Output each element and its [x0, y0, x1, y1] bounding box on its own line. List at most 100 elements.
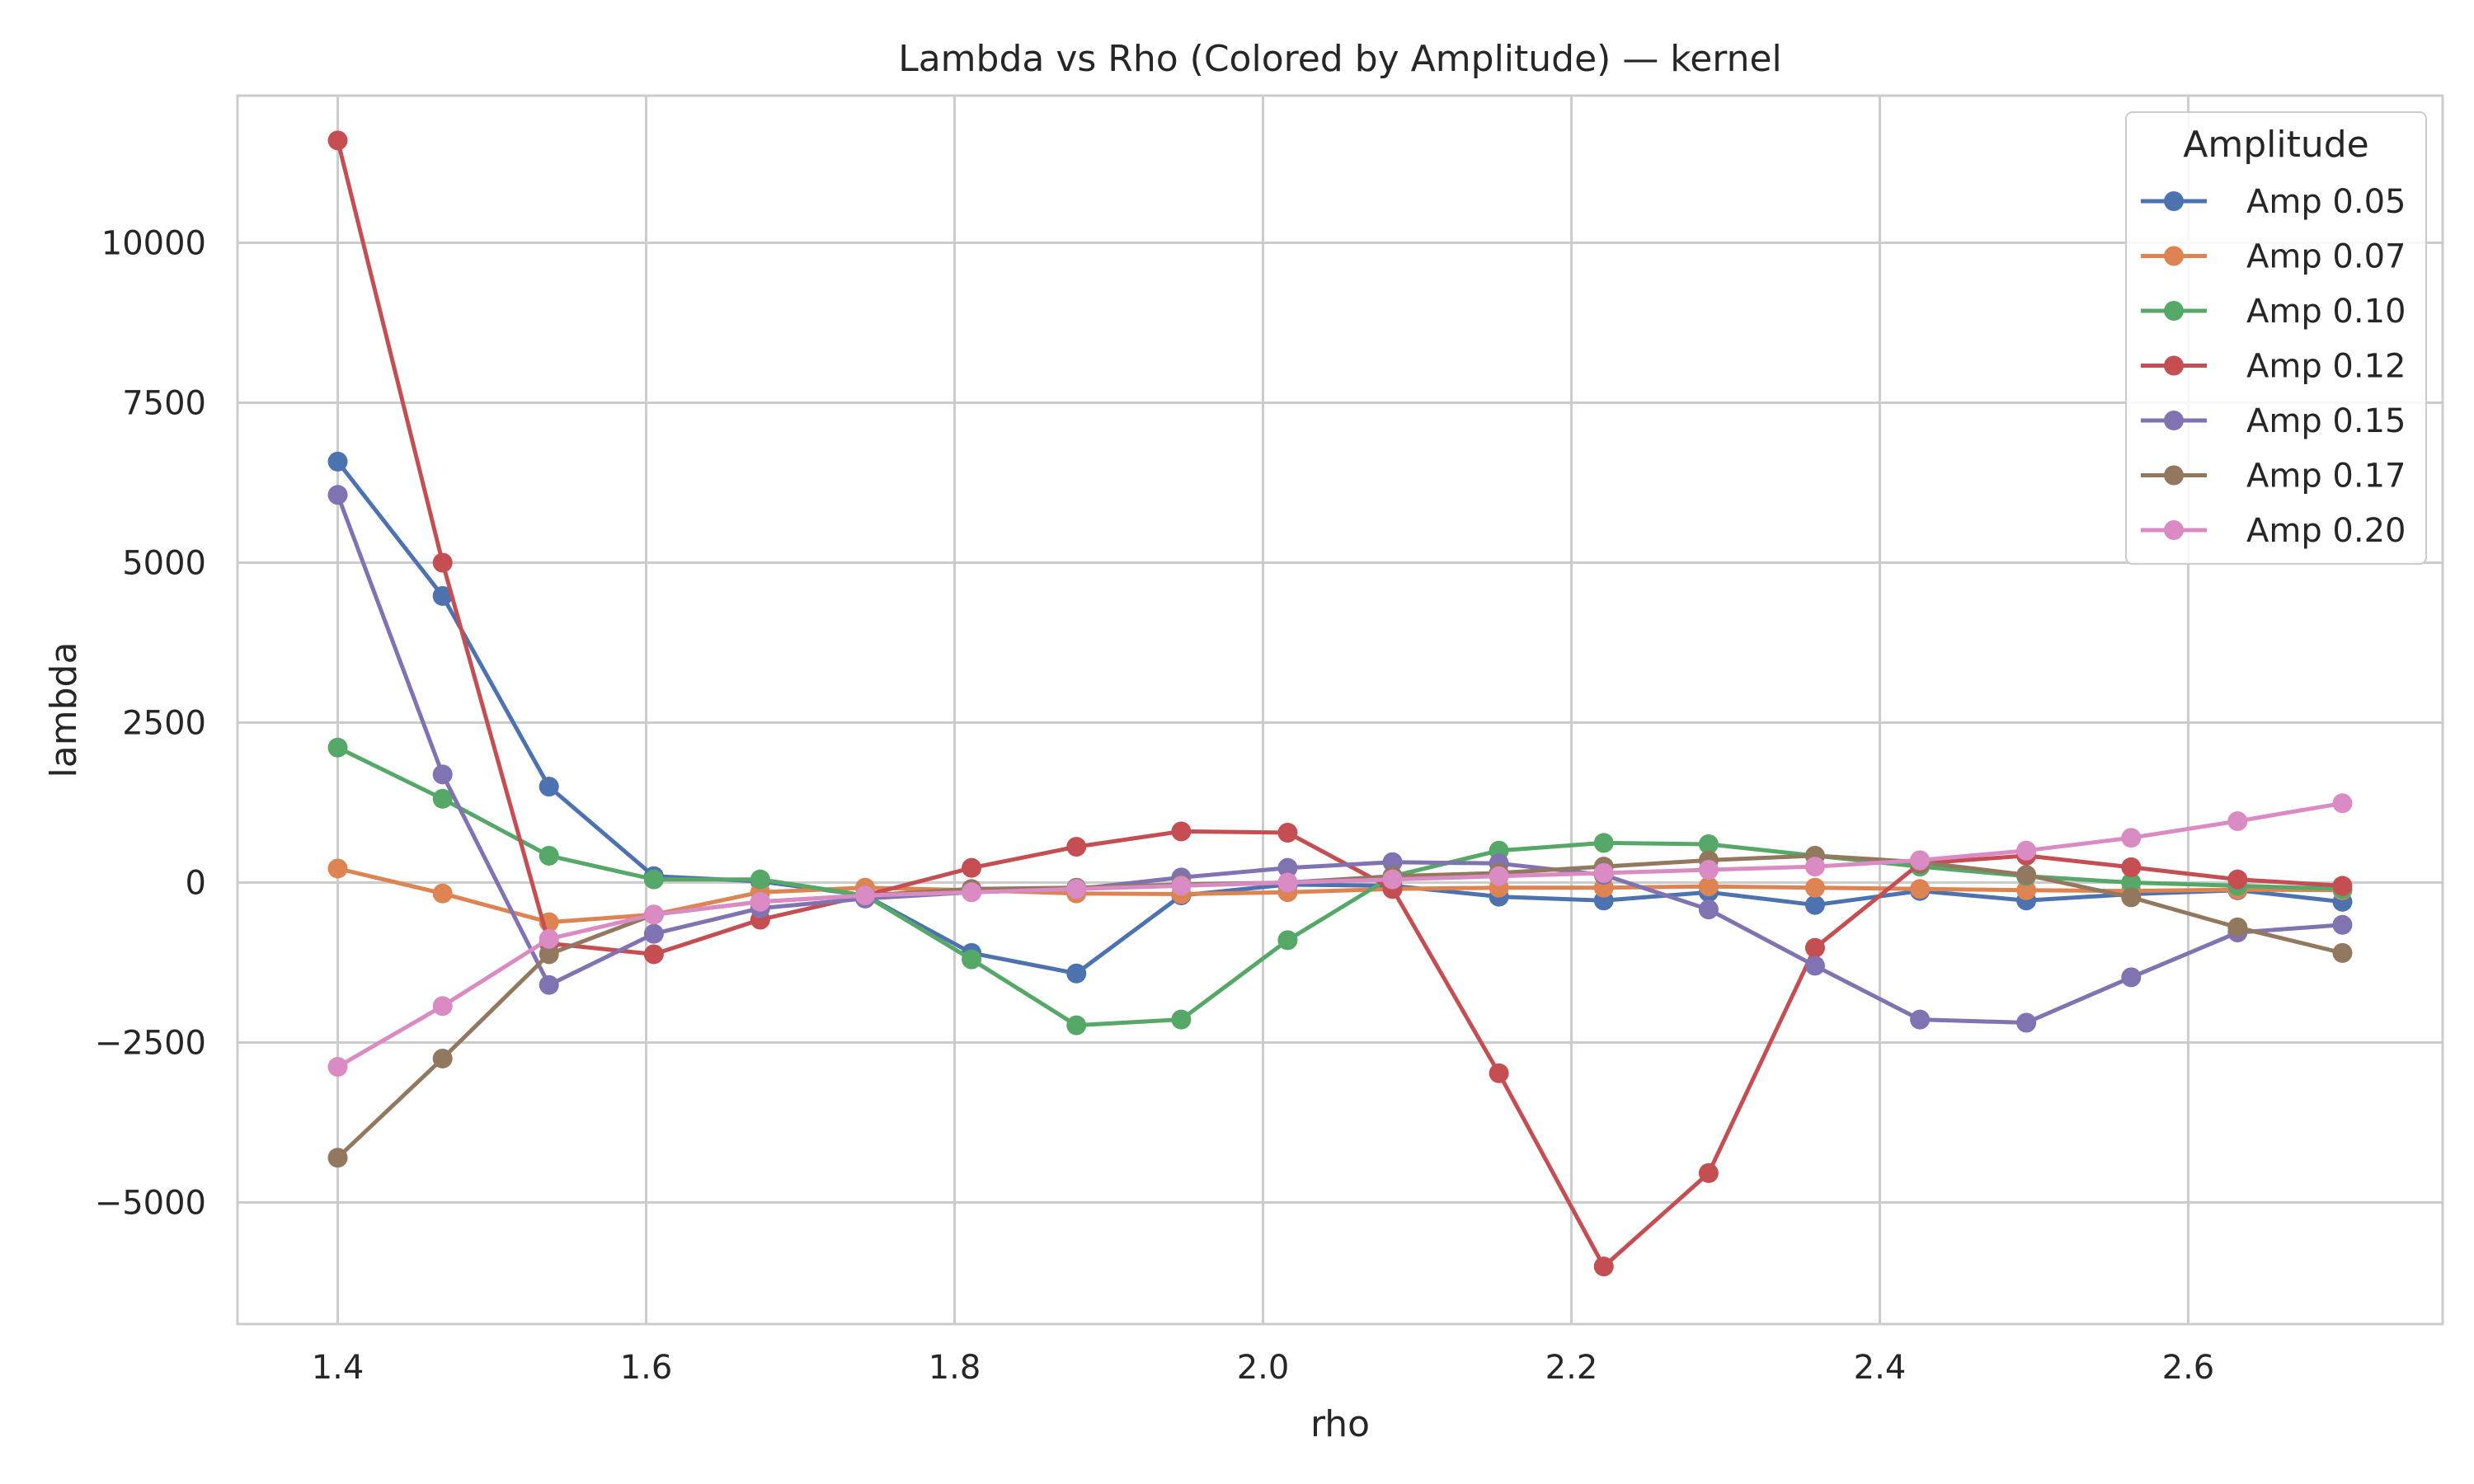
plot-frame [236, 94, 2444, 1326]
data-point [1698, 899, 1719, 920]
data-point [1698, 876, 1719, 897]
data-point [1804, 857, 1825, 877]
data-point [327, 737, 348, 758]
data-point [1489, 1063, 1509, 1083]
data-point [327, 130, 348, 151]
y-tick-label: 5000 [122, 545, 206, 583]
x-tick-label: 2.2 [1545, 1349, 1598, 1387]
data-point [1593, 1256, 1614, 1277]
data-point [855, 885, 876, 906]
legend-marker [2164, 355, 2184, 376]
data-point [643, 923, 664, 944]
legend-items: Amp 0.05 Amp 0.07 Amp 0.10 Amp 0.12 Amp 0.15… [2141, 183, 2406, 550]
legend-item: Amp 0.15 [2141, 402, 2406, 440]
data-point [539, 928, 559, 949]
data-point [1277, 857, 1298, 878]
data-point [1382, 852, 1403, 872]
data-point [327, 485, 348, 505]
legend-marker [2164, 411, 2184, 430]
series-line [336, 139, 2343, 1269]
grid-lines [238, 96, 2443, 1324]
data-point [2227, 917, 2248, 937]
data-point [643, 944, 664, 965]
data-point [432, 788, 453, 809]
data-point [2332, 942, 2353, 963]
series-line [336, 460, 2343, 976]
data-point [2227, 869, 2248, 890]
data-point [432, 883, 453, 904]
y-axis-label: lambda [43, 642, 85, 778]
data-point [643, 869, 664, 890]
data-point [1910, 1009, 1931, 1030]
data-point [2227, 811, 2248, 832]
data-point [2121, 828, 2142, 848]
data-point [1066, 963, 1087, 984]
data-point [1066, 879, 1087, 899]
legend-label: Amp 0.15 [2246, 402, 2406, 440]
data-point [2016, 880, 2037, 900]
data-point [1804, 895, 1825, 915]
data-point [539, 777, 559, 797]
legend-label: Amp 0.05 [2246, 183, 2406, 221]
data-point [1910, 850, 1931, 871]
x-tick-label: 1.8 [929, 1349, 981, 1387]
x-tick-label: 2.0 [1237, 1349, 1290, 1387]
data-point [1489, 866, 1509, 886]
legend-label: Amp 0.17 [2246, 458, 2406, 495]
tick-labels: 1.4 1.6 1.8 2.0 2.2 2.4 2.6 −5000 −2500 0 2500 5000… [95, 224, 2215, 1387]
data-point [1277, 872, 1298, 893]
y-tick-label: 0 [186, 865, 206, 903]
data-point [1171, 876, 1192, 896]
data-point [1804, 956, 1825, 976]
data-point [1066, 1015, 1087, 1036]
data-point [1277, 823, 1298, 843]
x-axis-label: rho [1310, 1403, 1370, 1445]
data-point [643, 904, 664, 925]
data-point [432, 585, 453, 606]
y-tick-label: 10000 [101, 224, 206, 262]
data-point [2121, 857, 2142, 877]
data-point [432, 552, 453, 573]
legend-label: Amp 0.07 [2246, 238, 2406, 276]
chart-title: Lambda vs Rho (Colored by Amplitude) — k… [898, 38, 1782, 80]
data-point [539, 944, 559, 965]
legend-item: Amp 0.07 [2141, 238, 2406, 276]
series-layer [327, 130, 2353, 1277]
series-amp-6 [327, 793, 2353, 1078]
legend-marker [2164, 465, 2184, 486]
data-point [432, 1048, 453, 1068]
data-point [962, 882, 982, 903]
data-point [2121, 872, 2142, 893]
data-point [1171, 1009, 1192, 1030]
data-point [1698, 834, 1719, 854]
legend-item: Amp 0.17 [2141, 458, 2406, 495]
legend-label: Amp 0.12 [2246, 348, 2406, 386]
legend-box [2125, 111, 2427, 565]
data-point [327, 858, 348, 879]
data-point [539, 845, 559, 866]
x-tick-label: 2.4 [1854, 1349, 1907, 1387]
data-point [327, 1148, 348, 1168]
data-point [962, 857, 982, 878]
x-tick-label: 1.4 [312, 1349, 365, 1387]
data-point [2121, 967, 2142, 988]
data-point [1593, 862, 1614, 883]
data-point [1382, 869, 1403, 890]
series-line [336, 494, 2343, 1025]
data-point [1910, 879, 1931, 899]
series-line [336, 801, 2343, 1069]
data-point [2332, 793, 2353, 814]
data-point [1698, 1162, 1719, 1183]
legend-label: Amp 0.10 [2246, 293, 2406, 331]
data-point [2016, 840, 2037, 861]
legend-marker [2164, 520, 2184, 540]
legend-marker [2164, 191, 2184, 211]
data-point [2121, 887, 2142, 908]
y-tick-label: 7500 [122, 385, 206, 423]
legend-marker [2164, 301, 2184, 321]
y-tick-label: 2500 [122, 705, 206, 743]
data-point [1804, 937, 1825, 958]
data-point [1698, 860, 1719, 881]
